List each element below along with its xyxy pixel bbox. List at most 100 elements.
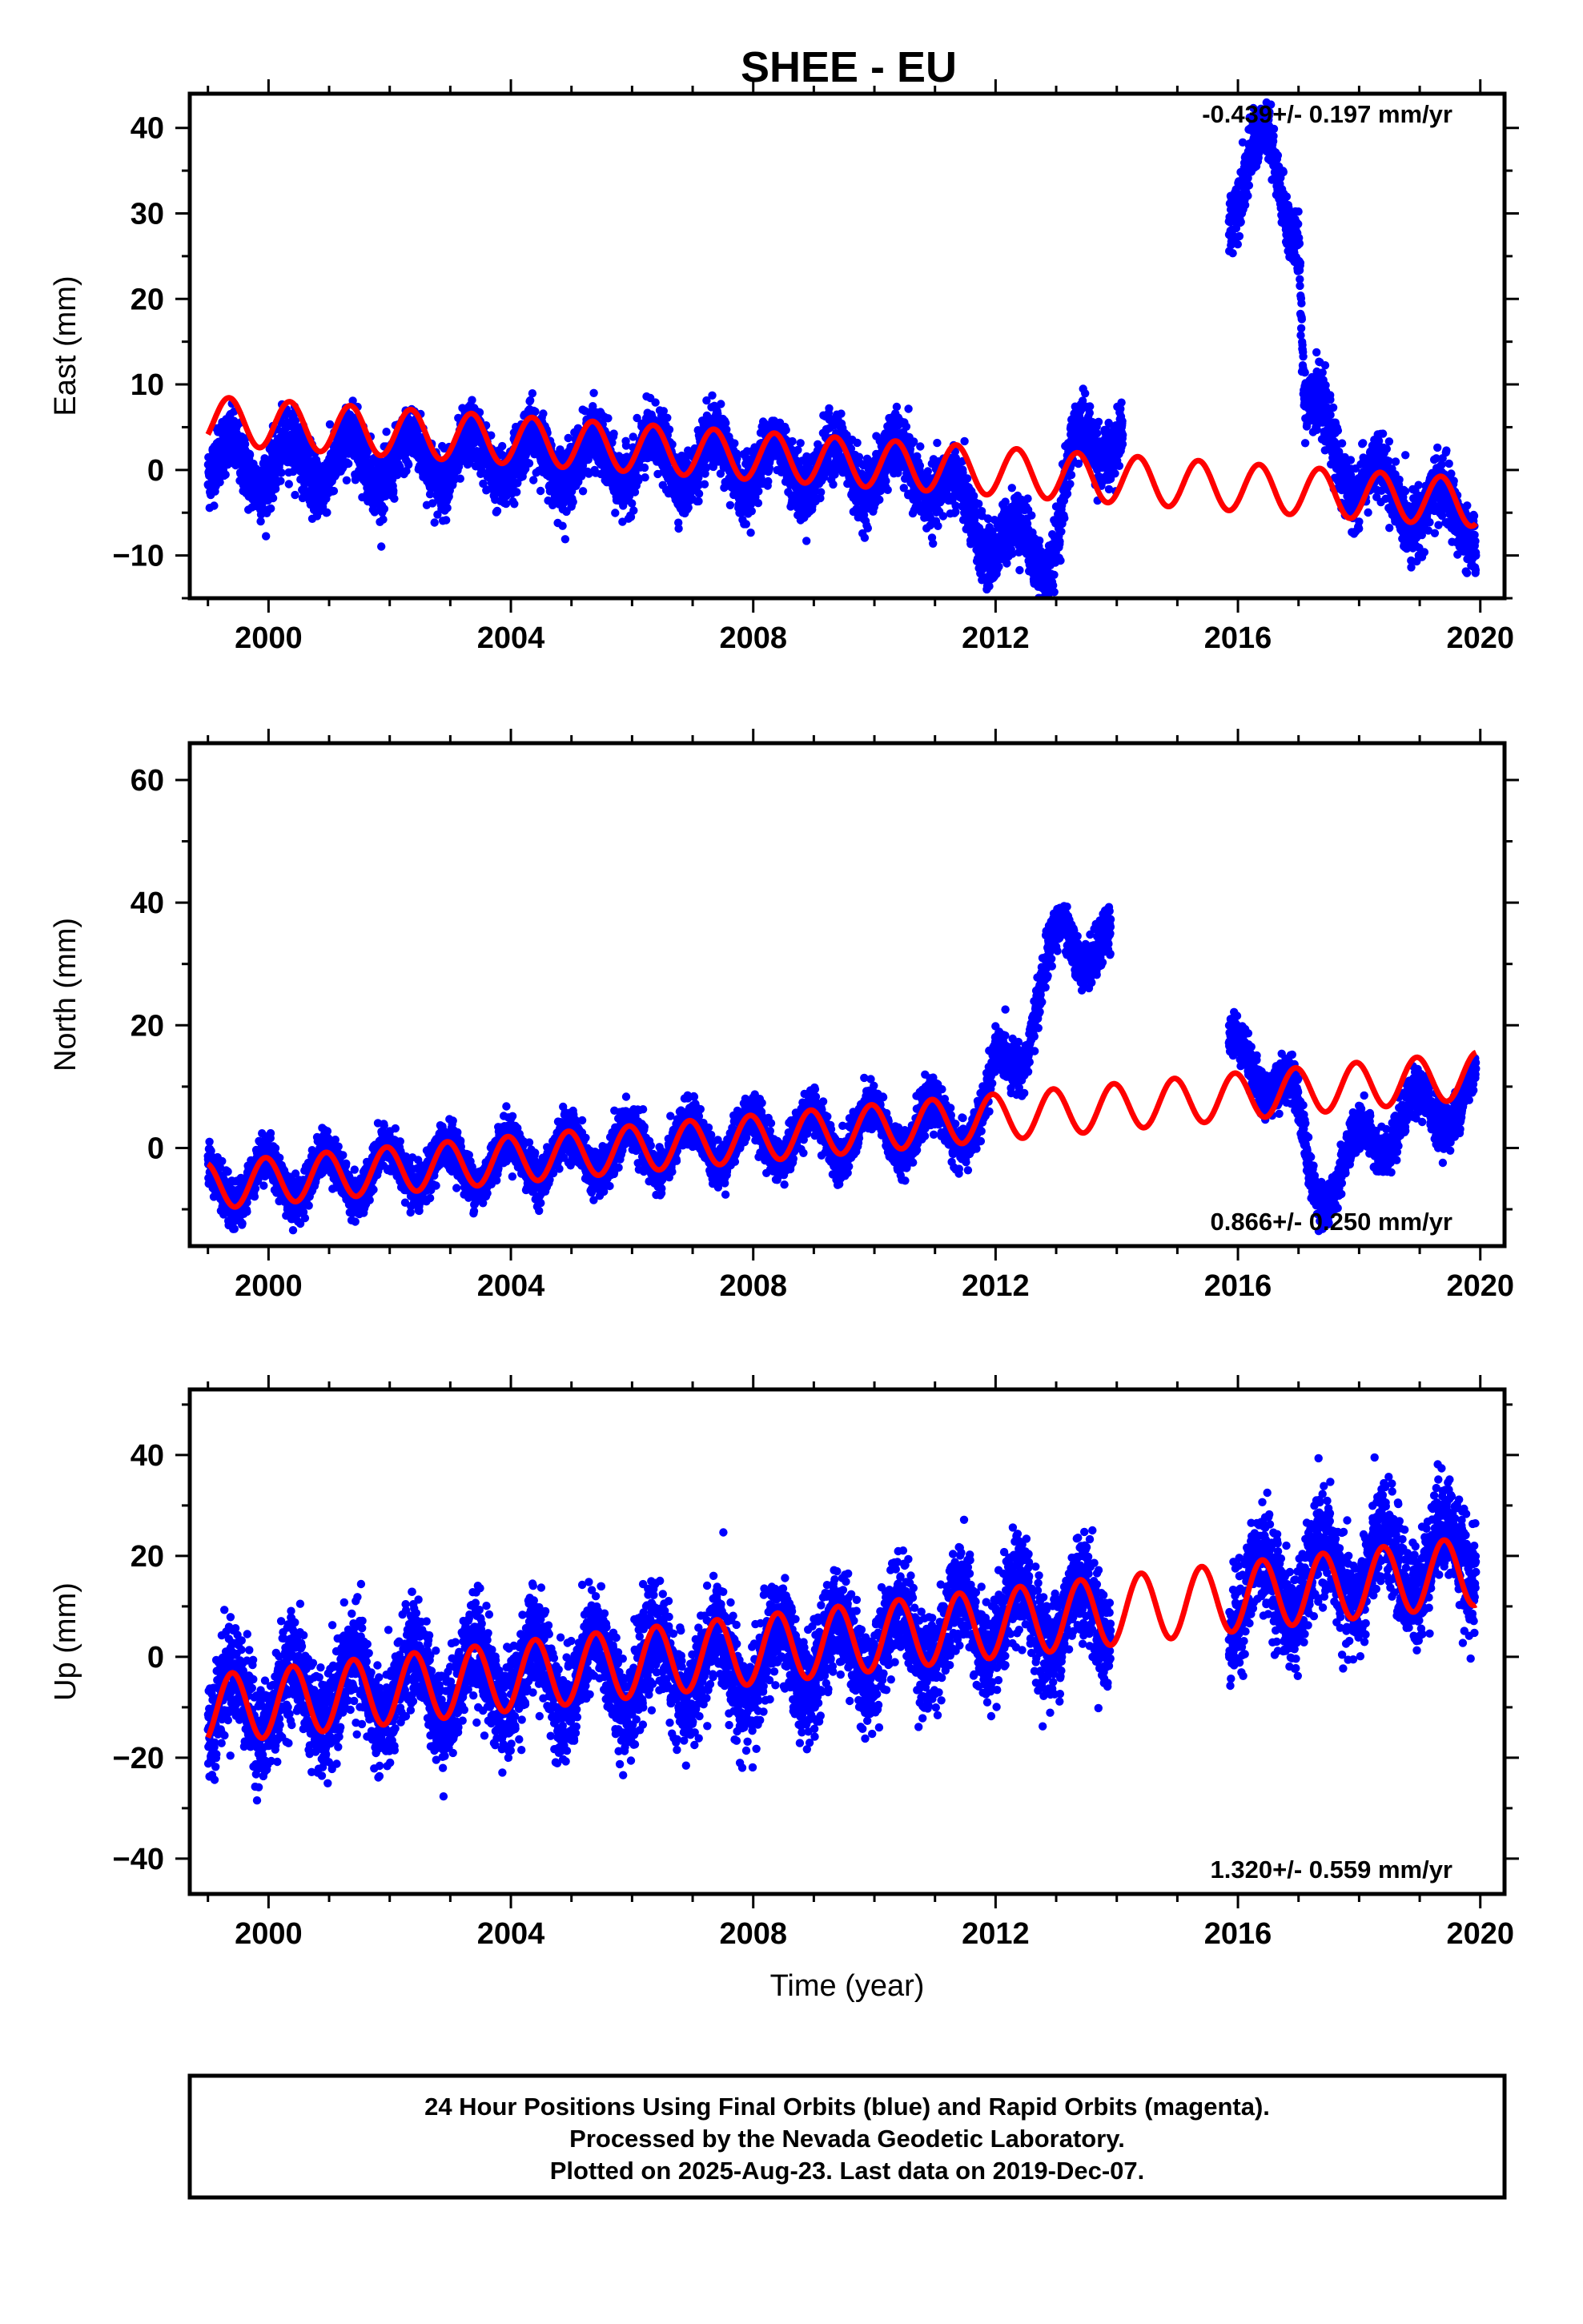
east-data-point (933, 438, 942, 448)
east-data-point (558, 521, 567, 530)
east-data-point (578, 487, 588, 496)
east-data-point (291, 416, 300, 425)
east-data-point (694, 489, 704, 498)
east-data-point (641, 473, 649, 482)
east-data-point (210, 501, 219, 510)
east-data-point (380, 505, 389, 513)
east-data-point (665, 425, 674, 434)
east-data-point (1007, 484, 1017, 493)
figure-title: SHEE - EU (741, 43, 957, 91)
east-data-point (915, 461, 925, 470)
east-data-point (425, 490, 435, 499)
east-data-point (377, 542, 386, 551)
east-data-point (916, 442, 925, 451)
east-data-point (628, 499, 637, 508)
east-data-point (256, 517, 265, 526)
east-data-point (934, 521, 942, 530)
east-data-point (512, 488, 521, 497)
east-data-point (929, 539, 938, 548)
east-data-point (1015, 565, 1024, 575)
east-data-point (276, 476, 285, 485)
east-data-point (268, 493, 278, 503)
east-data-point (725, 501, 735, 509)
east-data-point (904, 404, 913, 413)
east-data-point (329, 486, 339, 496)
east-data-point (245, 450, 255, 460)
east-data-point (609, 429, 618, 438)
east-data-point (221, 470, 230, 479)
east-data-point (640, 463, 649, 472)
east-data-point (528, 389, 537, 398)
east-data-point (837, 409, 846, 418)
east-data-point (344, 459, 353, 468)
east-data-point (853, 438, 862, 448)
east-data-point (708, 391, 717, 400)
east-data-point (382, 428, 391, 436)
east-data-point (960, 436, 969, 446)
east-data-point (629, 506, 638, 515)
east-data-point (974, 499, 983, 509)
east-data-point (883, 485, 892, 494)
east-data-point (1023, 494, 1032, 503)
east-data-point (753, 499, 763, 508)
east-data-point (524, 459, 534, 468)
east-data-point (902, 422, 911, 431)
east-data-point (994, 562, 1003, 571)
east-data-point (863, 524, 873, 533)
east-data-point (536, 486, 545, 496)
east-data-point (390, 494, 399, 503)
east-data-point (746, 529, 755, 537)
east-data-point (816, 488, 826, 497)
east-data-point (730, 439, 739, 448)
east-data-point (754, 487, 763, 496)
east-data-point (402, 466, 411, 476)
east-data-point (258, 502, 267, 511)
east-data-point (267, 504, 275, 513)
east-data-point (348, 396, 357, 405)
east-data-point (985, 581, 994, 591)
east-data-point (389, 486, 398, 495)
east-data-point (860, 533, 870, 542)
east-data-point (875, 495, 884, 505)
east-data-point (442, 516, 451, 525)
east-data-point (764, 476, 773, 486)
east-data-point (479, 479, 488, 489)
east-panel: 2000 2004 2008 2012 2016 2020−10010203040East… (49, 79, 1519, 655)
east-data-point (938, 512, 948, 521)
east-data-point (396, 462, 404, 471)
east-data-point (539, 409, 548, 418)
east-data-point (569, 497, 577, 506)
east-data-point (529, 476, 538, 485)
east-data-point (700, 480, 709, 489)
east-data-point (781, 425, 790, 435)
east-data-point (825, 404, 834, 413)
east-data-point (717, 400, 725, 408)
east-data-point (498, 441, 507, 451)
east-data-point (262, 532, 271, 541)
east-data-point (215, 478, 224, 487)
east-data-point (430, 518, 439, 527)
east-data-point (456, 474, 464, 483)
east-data-point (802, 537, 811, 545)
east-data-point (428, 499, 437, 508)
east-data-point (342, 476, 352, 485)
east-data-point (651, 398, 660, 407)
east-data-point (531, 407, 540, 416)
east-data-point (674, 524, 683, 533)
east-data-point (747, 507, 756, 516)
east-data-point (1002, 559, 1011, 568)
east-data-point (277, 468, 286, 477)
east-data-point (291, 490, 299, 500)
east-data-point (323, 508, 331, 517)
east-data-point (284, 480, 293, 489)
east-data-point (604, 414, 613, 423)
east-data-point (694, 497, 703, 506)
east-data-point (492, 506, 502, 516)
east-data-points (203, 98, 1481, 598)
east-data-point (468, 396, 476, 404)
east-data-point (788, 436, 797, 446)
east-data-point (962, 474, 972, 483)
east-data-point (1027, 511, 1036, 520)
east-data-point (443, 504, 452, 513)
